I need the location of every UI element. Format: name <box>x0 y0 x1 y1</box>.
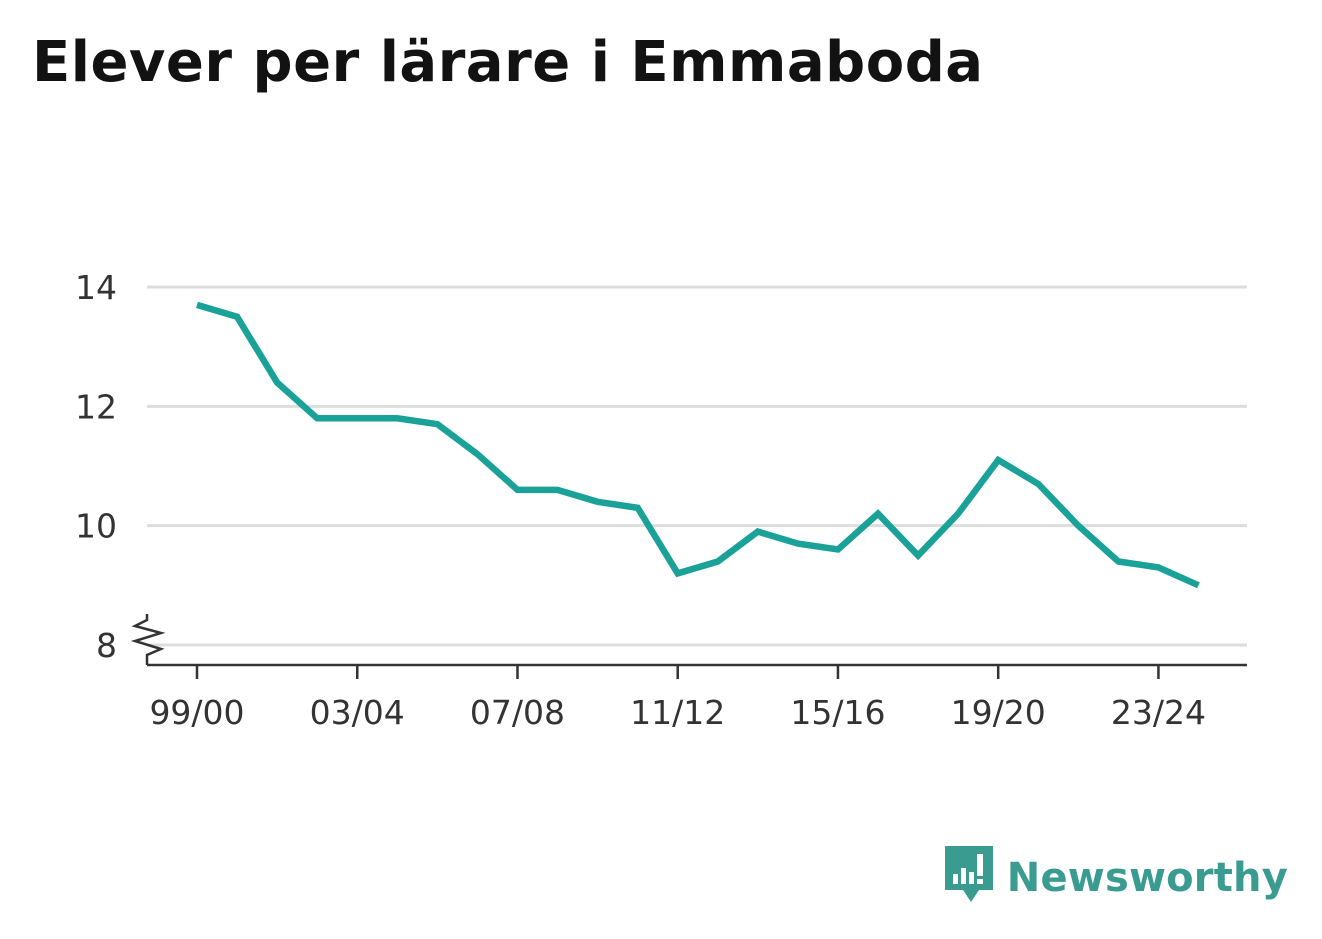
series-line-0 <box>196 301 1200 589</box>
y-tick-label: 10 <box>75 507 117 546</box>
y-axis-labels: 8 10 12 14 <box>75 268 117 665</box>
x-tick-label: 11/12 <box>630 693 725 732</box>
x-tick-label: 19/20 <box>951 693 1046 732</box>
y-tick-label: 8 <box>96 626 117 665</box>
x-tick-label: 23/24 <box>1111 693 1206 732</box>
newsworthy-logo-icon <box>944 846 995 909</box>
x-tick-label: 03/04 <box>310 693 405 732</box>
brand: Newsworthy <box>944 846 1288 909</box>
page-title: Elever per lärare i Emmaboda <box>32 30 984 95</box>
x-tick-label: 15/16 <box>790 693 885 732</box>
x-tick-label: 07/08 <box>470 693 565 732</box>
x-tick-label: 99/00 <box>149 693 244 732</box>
series-layer <box>196 301 1200 589</box>
y-tick-label: 14 <box>75 268 117 307</box>
axis-break-icon <box>130 614 166 665</box>
brand-name: Newsworthy <box>1006 854 1288 901</box>
y-tick-label: 12 <box>75 387 117 426</box>
x-axis <box>130 614 1247 679</box>
gridlines <box>147 285 1247 647</box>
x-axis-labels: 99/00 03/04 07/08 11/12 15/16 19/20 23/24 <box>149 693 1206 732</box>
